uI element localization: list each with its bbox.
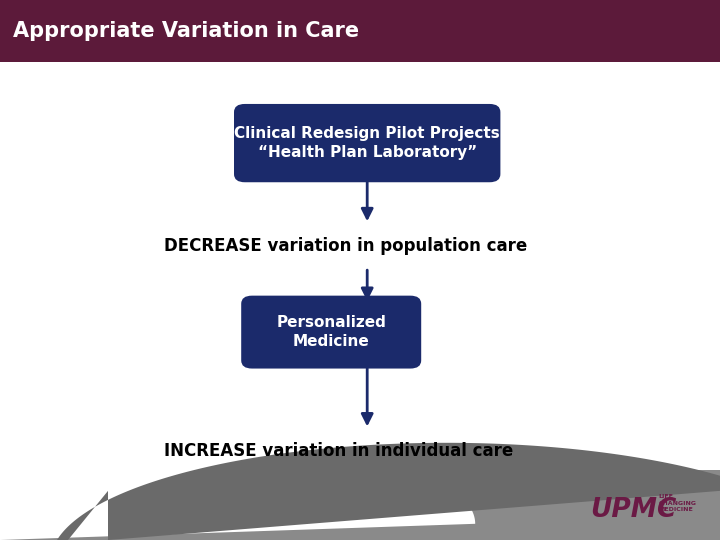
Text: Clinical Redesign Pilot Projects
“Health Plan Laboratory”: Clinical Redesign Pilot Projects “Health… bbox=[234, 126, 500, 160]
Polygon shape bbox=[0, 437, 475, 540]
FancyBboxPatch shape bbox=[241, 296, 421, 368]
Polygon shape bbox=[50, 443, 720, 540]
Text: Appropriate Variation in Care: Appropriate Variation in Care bbox=[13, 21, 359, 41]
Text: DECREASE variation in population care: DECREASE variation in population care bbox=[164, 237, 527, 255]
Text: LIFE
CHANGING
MEDICINE: LIFE CHANGING MEDICINE bbox=[659, 494, 697, 512]
FancyBboxPatch shape bbox=[234, 104, 500, 183]
Text: INCREASE variation in individual care: INCREASE variation in individual care bbox=[163, 442, 513, 460]
Text: Personalized
Medicine: Personalized Medicine bbox=[276, 315, 386, 349]
FancyBboxPatch shape bbox=[0, 0, 720, 62]
FancyBboxPatch shape bbox=[0, 470, 720, 540]
Text: UPMC: UPMC bbox=[590, 497, 677, 523]
